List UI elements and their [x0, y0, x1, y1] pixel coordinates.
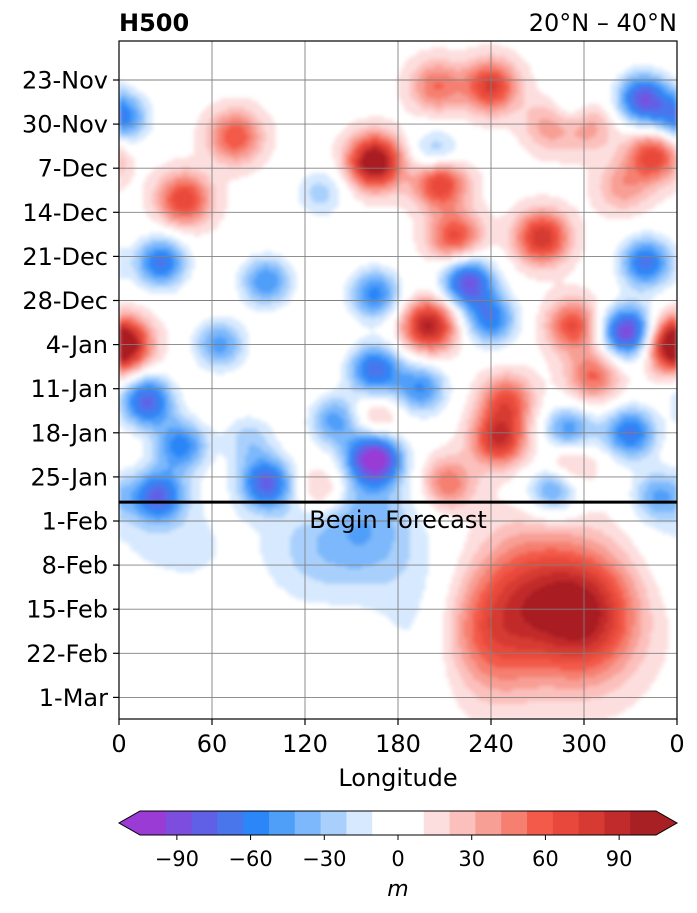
y-tick-label: 25-Jan	[30, 463, 108, 491]
colorbar-segment	[604, 811, 630, 835]
colorbar-segment	[217, 811, 243, 835]
colorbar-segment	[295, 811, 321, 835]
colorbar-segment	[475, 811, 501, 835]
x-tick-label: 0	[111, 730, 126, 758]
x-tick-label: 240	[468, 730, 514, 758]
colorbar-segment	[140, 811, 166, 835]
x-tick-label: 120	[282, 730, 328, 758]
y-tick-label: 18-Jan	[30, 419, 108, 447]
colorbar-segment	[527, 811, 553, 835]
colorbar-label: m	[387, 877, 408, 902]
colorbar-segment	[450, 811, 476, 835]
colorbar	[119, 811, 677, 835]
colorbar-segment	[269, 811, 295, 835]
colorbar-tick-label: −30	[302, 847, 346, 871]
colorbar-segment	[372, 811, 398, 835]
y-tick-label: 14-Dec	[22, 199, 108, 227]
colorbar-tick-label: 90	[606, 847, 633, 871]
forecast-label: Begin Forecast	[309, 506, 487, 534]
colorbar-tick-label: −90	[155, 847, 199, 871]
x-tick-label: 60	[197, 730, 228, 758]
y-tick-label: 11-Jan	[30, 375, 108, 403]
colorbar-tick-label: 30	[458, 847, 485, 871]
y-tick-label: 4-Jan	[46, 331, 108, 359]
y-tick-label: 1-Feb	[42, 508, 108, 536]
colorbar-segment	[553, 811, 579, 835]
colorbar-extend-low	[119, 811, 140, 835]
colorbar-segment	[243, 811, 269, 835]
y-tick-label: 28-Dec	[22, 287, 108, 315]
colorbar-tick-label: 60	[532, 847, 559, 871]
chart-title-right: 20°N – 40°N	[529, 9, 677, 37]
colorbar-segment	[398, 811, 424, 835]
colorbar-segment	[346, 811, 372, 835]
colorbar-tick-label: 0	[391, 847, 404, 871]
x-axis: 0 60 120 180 240 300 0	[111, 719, 684, 758]
y-tick-label: 30-Nov	[22, 111, 108, 139]
y-tick-label: 22-Feb	[26, 640, 108, 668]
colorbar-segment	[424, 811, 450, 835]
x-tick-label: 300	[561, 730, 607, 758]
colorbar-segment	[579, 811, 605, 835]
y-tick-label: 7-Dec	[38, 155, 108, 183]
y-tick-label: 8-Feb	[42, 552, 108, 580]
y-tick-label: 15-Feb	[26, 596, 108, 624]
colorbar-extend-high	[656, 811, 677, 835]
y-tick-label: 1-Mar	[39, 684, 108, 712]
colorbar-ticks: −90 −60 −30 0 30 60 90	[155, 835, 633, 871]
colorbar-segment	[501, 811, 527, 835]
colorbar-segment	[166, 811, 192, 835]
chart-figure: H500 20°N – 40°N Begin Forecast 0 60 120 18…	[0, 0, 697, 913]
colorbar-segment	[321, 811, 347, 835]
x-tick-label: 180	[375, 730, 421, 758]
colorbar-tick-label: −60	[228, 847, 272, 871]
y-axis: 23-Nov 30-Nov 7-Dec 14-Dec 21-Dec 28-Dec 4-Jan…	[22, 67, 119, 712]
x-axis-label: Longitude	[338, 764, 457, 792]
y-tick-label: 23-Nov	[22, 67, 108, 95]
chart-title-left: H500	[119, 9, 189, 37]
y-tick-label: 21-Dec	[22, 243, 108, 271]
colorbar-segment	[630, 811, 656, 835]
colorbar-segment	[192, 811, 218, 835]
x-tick-label: 0	[669, 730, 684, 758]
